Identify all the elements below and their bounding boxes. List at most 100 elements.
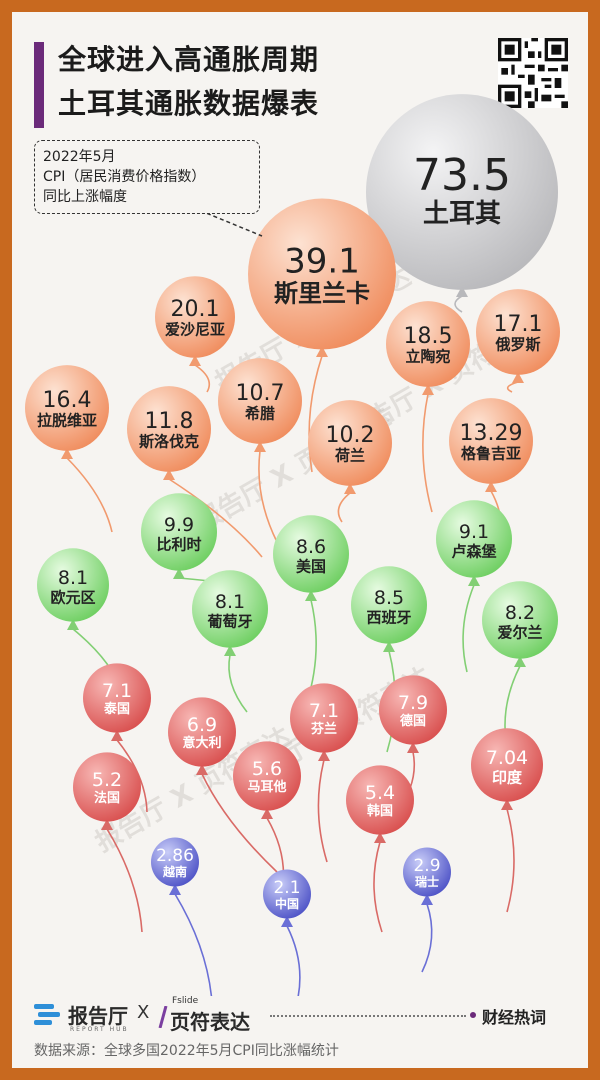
balloon-string	[337, 492, 351, 523]
balloon-country: 土耳其	[423, 199, 501, 229]
balloon-string	[373, 841, 383, 933]
balloon-body	[168, 697, 236, 767]
balloon-knot	[456, 286, 468, 297]
balloon-string	[462, 584, 475, 673]
balloon-country: 法国	[94, 790, 120, 806]
balloon-country: 欧元区	[50, 588, 95, 606]
balloon-country: 格鲁吉亚	[461, 444, 521, 462]
balloon-knot	[101, 819, 113, 830]
balloon-body	[192, 570, 268, 648]
balloon-value: 73.5	[413, 150, 511, 201]
balloon-body	[308, 400, 392, 486]
balloon-value: 20.1	[171, 297, 220, 322]
balloon-value: 8.1	[215, 591, 245, 613]
balloon-string	[308, 355, 323, 473]
balloon-body	[290, 683, 358, 753]
balloon-string	[194, 364, 211, 393]
report-hub-logo-icon	[34, 1004, 60, 1025]
balloon-美国: 8.6美国	[273, 515, 349, 601]
balloon-country: 越南	[162, 864, 187, 879]
balloon-value: 7.9	[398, 692, 428, 714]
balloon-string	[506, 381, 519, 393]
balloon-value: 13.29	[460, 421, 523, 446]
balloon-country: 马耳他	[247, 779, 286, 795]
note-pointer-line	[193, 207, 263, 237]
brand-report-hub: 报告厅	[68, 1004, 128, 1028]
footer-dotted-line	[270, 1015, 466, 1017]
brand-fslide: 页符表达	[170, 1010, 250, 1034]
balloon-country: 韩国	[367, 803, 393, 819]
balloon-country: 斯洛伐克	[139, 432, 199, 450]
note-line-1: 2022年5月	[43, 149, 116, 165]
balloon-knot	[67, 619, 79, 630]
balloon-value: 5.2	[92, 769, 122, 791]
balloon-string	[454, 295, 463, 313]
balloon-string	[106, 828, 143, 933]
balloon-value: 2.9	[413, 856, 440, 876]
balloon-value: 7.04	[486, 747, 528, 769]
balloon-body	[351, 566, 427, 644]
balloon-country: 俄罗斯	[494, 335, 540, 353]
balloon-value: 9.9	[164, 514, 194, 536]
balloon-body	[248, 198, 396, 350]
balloon-body	[366, 94, 558, 290]
fslide-logo-icon	[158, 1006, 168, 1028]
brand-separator: X	[137, 1002, 150, 1023]
title-line-2: 土耳其通胀数据爆表	[58, 87, 320, 120]
balloon-body	[449, 398, 533, 484]
balloon-body	[37, 548, 109, 622]
balloon-country: 泰国	[103, 701, 130, 717]
balloon-string	[168, 478, 263, 558]
balloon-country: 卢森堡	[451, 542, 496, 560]
balloon-body	[141, 493, 217, 571]
balloon-body	[476, 289, 560, 375]
balloon-body	[436, 500, 512, 578]
balloon-string	[201, 773, 278, 873]
brand-fslide-sub: Fslide	[172, 996, 199, 1006]
balloon-knot	[224, 645, 236, 656]
balloon-knot	[61, 448, 73, 459]
balloon-country: 美国	[296, 557, 326, 575]
balloon-value: 7.1	[309, 700, 339, 722]
balloon-法国: 5.2法国	[73, 752, 141, 830]
balloon-country: 拉脱维亚	[37, 411, 97, 429]
brand-report-hub-sub: REPORT HUB	[70, 1026, 129, 1033]
balloon-希腊: 10.7希腊	[218, 358, 302, 452]
balloon-string	[317, 759, 328, 863]
balloon-body	[346, 765, 414, 835]
balloon-body	[233, 741, 301, 811]
balloon-value: 8.1	[58, 567, 88, 589]
balloon-中国: 2.1中国	[263, 869, 311, 927]
balloon-value: 9.1	[459, 521, 489, 543]
balloon-value: 16.4	[43, 388, 92, 413]
balloon-knot	[344, 483, 356, 494]
title-accent-bar	[34, 42, 44, 128]
balloon-country: 德国	[400, 713, 426, 729]
balloon-country: 意大利	[182, 735, 221, 751]
balloon-string	[174, 893, 213, 996]
balloon-body	[403, 847, 451, 897]
balloon-value: 8.5	[374, 587, 404, 609]
balloon-body	[73, 752, 141, 822]
balloon-value: 2.86	[156, 846, 194, 866]
balloon-荷兰: 10.2荷兰	[308, 400, 392, 494]
balloon-country: 荷兰	[335, 446, 365, 464]
page-title: 全球进入高通胀周期 土耳其通胀数据爆表	[58, 38, 319, 126]
balloon-string	[228, 654, 248, 713]
balloon-knot	[318, 750, 330, 761]
balloon-value: 2.1	[273, 878, 300, 898]
